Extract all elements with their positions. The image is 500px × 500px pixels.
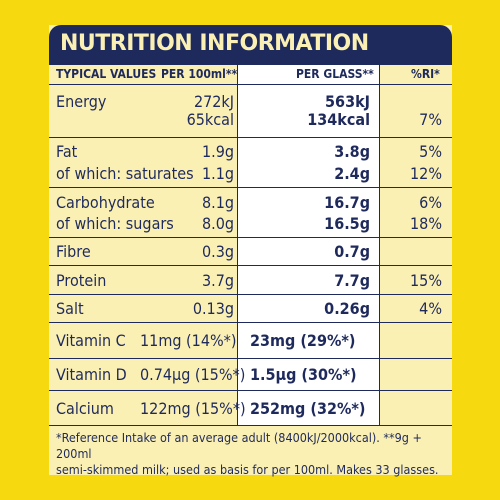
title-bar [49,25,452,65]
salt-ri: 4% [419,299,442,318]
energy-per100-kj: 272kJ [193,92,234,111]
row-label-protein: Protein [56,271,107,290]
salt-per100: 0.13g [192,299,234,318]
sugars-ri: 18% [410,214,442,233]
footnote: *Reference Intake of an average adult (8… [56,430,448,478]
divider-vertical [379,65,380,425]
divider-horizontal [49,137,452,138]
fat-ri: 5% [419,142,442,161]
energy-per100-kcal: 65kcal [186,110,234,129]
energy-glass-kj: 563kJ [325,92,370,111]
divider-vertical [237,65,238,425]
protein-ri: 15% [410,271,442,290]
sugars-per100: 8.0g [201,214,234,233]
divider-horizontal [49,390,452,391]
vitamin-d-glass: 1.5µg (30%*) [250,365,357,384]
saturates-glass: 2.4g [334,164,370,183]
divider-horizontal [49,322,452,323]
divider-horizontal [49,84,452,85]
fat-glass: 3.8g [334,142,370,161]
divider-horizontal [49,187,452,188]
divider-horizontal [49,358,452,359]
protein-per100: 3.7g [201,271,234,290]
footnote-line-1: *Reference Intake of an average adult (8… [56,430,422,461]
per-glass-column-background [238,65,379,425]
fibre-glass: 0.7g [334,242,370,261]
divider-horizontal [49,425,452,426]
col-header-ri: %RI* [411,67,440,81]
row-label-fat: Fat [56,142,78,161]
row-label-vitamin-d: Vitamin D [56,365,127,384]
vitamin-c-glass: 23mg (29%*) [250,331,356,350]
divider-horizontal [49,237,452,238]
fat-per100: 1.9g [201,142,234,161]
calcium-per100: 122mg (15%*) [140,399,246,418]
carbohydrate-per100: 8.1g [201,193,234,212]
row-label-fibre: Fibre [56,242,91,261]
row-label-salt: Salt [56,299,84,318]
page-title: NUTRITION INFORMATION [60,31,369,56]
row-label-carbohydrate: Carbohydrate [56,193,155,212]
salt-glass: 0.26g [324,299,370,318]
carbohydrate-glass: 16.7g [324,193,370,212]
vitamin-c-per100: 11mg (14%*) [140,331,237,350]
calcium-glass: 252mg (32%*) [250,399,366,418]
divider-horizontal [49,294,452,295]
energy-glass-kcal: 134kcal [307,110,370,129]
saturates-ri: 12% [410,164,442,183]
fibre-per100: 0.3g [201,242,234,261]
col-header-per-glass: PER GLASS** [296,67,374,81]
col-header-typical-values: TYPICAL VALUES [56,67,157,81]
row-label-saturates: of which: saturates [56,164,194,183]
col-header-per-100ml: PER 100ml** [161,67,238,81]
protein-glass: 7.7g [334,271,370,290]
row-label-energy: Energy [56,92,107,111]
saturates-per100: 1.1g [201,164,234,183]
divider-horizontal [49,265,452,266]
row-label-sugars: of which: sugars [56,214,174,233]
carbohydrate-ri: 6% [419,193,442,212]
vitamin-d-per100: 0.74µg (15%*) [140,365,246,384]
row-label-vitamin-c: Vitamin C [56,331,126,350]
row-label-calcium: Calcium [56,399,114,418]
footnote-line-2: semi-skimmed milk; used as basis for per… [56,462,439,477]
energy-ri: 7% [419,110,442,129]
sugars-glass: 16.5g [324,214,370,233]
